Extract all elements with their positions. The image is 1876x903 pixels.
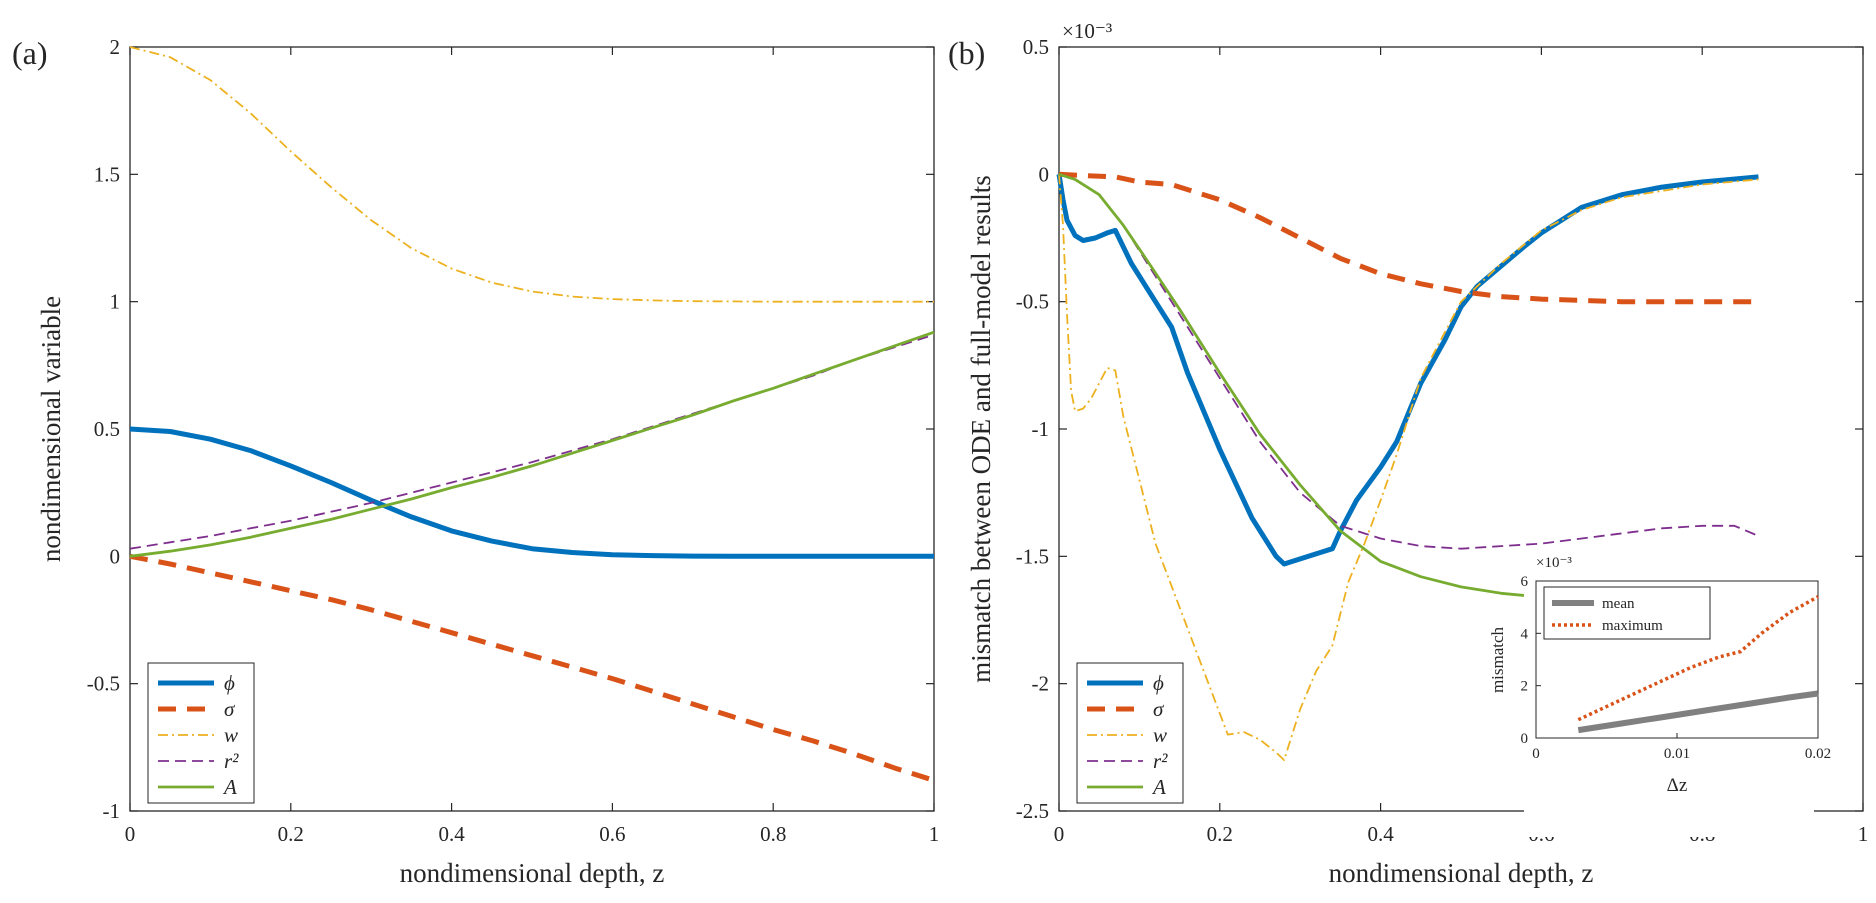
inset-xtick-label: 0.02	[1805, 746, 1831, 762]
panel-a-legend-label-r2: r²	[224, 749, 239, 773]
panel-a-ytick-label: -1	[103, 799, 121, 823]
panel-a-legend-label-a: A	[222, 775, 237, 799]
inset-ylabel: mismatch	[1488, 626, 1507, 693]
inset-legend-box	[1543, 586, 1711, 640]
panel-a-line-w	[129, 46, 934, 303]
panel-a-xtick-label: 0.2	[278, 822, 304, 846]
panel-b-line-a	[1058, 172, 1542, 599]
panel-a-label: (a)	[12, 35, 48, 71]
panel-b-line-sigma	[1058, 171, 1759, 305]
panel-a-legend-label-phi: ϕ	[224, 671, 235, 695]
panel-a-xticks: 0 0.2 0.4 0.6 0.8 1	[125, 47, 940, 846]
panel-b-ytick-label: -0.5	[1016, 290, 1049, 314]
panel-a-xtick-label: 0	[125, 822, 136, 846]
panel-b-ytick-label: -2	[1032, 672, 1050, 696]
panel-b-legend-label-sigma: σ	[1153, 697, 1165, 721]
panel-b-legend-label-w: w	[1153, 723, 1167, 747]
panel-b-ylabel: mismatch between ODE and full-model resu…	[966, 175, 996, 683]
panel-b-line-r2	[1058, 173, 1759, 550]
inset-legend-label-mean: mean	[1602, 596, 1635, 612]
panel-a-xtick-label: 1	[929, 822, 940, 846]
panel-b-ytick-label: 0.5	[1023, 35, 1049, 59]
panel-b-y-exponent: ×10⁻³	[1062, 19, 1112, 43]
panel-a-yticks: -1 -0.5 0 0.5 1 1.5 2	[87, 35, 934, 823]
panel-a-legend-box	[147, 662, 255, 804]
panel-a-xlabel: nondimensional depth, z	[400, 858, 665, 888]
inset-ytick-label: 2	[1521, 679, 1529, 695]
inset-line-maximum	[1577, 595, 1819, 722]
panel-a-xtick-label: 0.8	[760, 822, 786, 846]
panel-a-series	[129, 46, 935, 783]
panel-a-ytick-label: 0	[110, 544, 121, 568]
panel-b-ytick-label: -1.5	[1016, 544, 1049, 568]
panel-a-ytick-label: 1	[110, 290, 121, 314]
panel-b-legend-label-r2: r²	[1153, 749, 1168, 773]
inset-y-exponent: ×10⁻³	[1536, 555, 1572, 571]
panel-b-label: (b)	[948, 35, 985, 71]
panel-b: (b) ×10⁻³ 00.20.40.60.81 -2.5-2-1.5-1-0.…	[948, 19, 1868, 888]
inset-line-mean	[1577, 690, 1819, 734]
panel-b-line-w	[1058, 174, 1759, 761]
panel-a-line-sigma	[129, 553, 935, 783]
panel-b-line-phi	[1056, 173, 1759, 567]
panel-a-ytick-label: -0.5	[87, 672, 120, 696]
panel-b-xtick-label: 0.4	[1367, 822, 1394, 846]
inset-xtick-label: 0	[1532, 746, 1540, 762]
panel-b-ytick-label: -2.5	[1016, 799, 1049, 823]
panel-a-legend-label-sigma: σ	[224, 697, 236, 721]
inset-ytick-label: 4	[1521, 626, 1529, 642]
panel-b-xtick-label: 0.2	[1207, 822, 1233, 846]
inset-ytick-label: 0	[1521, 731, 1529, 747]
inset-yticks: 0 2 4 6	[1521, 574, 1541, 747]
panel-b-legend-label-a: A	[1151, 775, 1166, 799]
inset-xticks: 0 0.01 0.02	[1532, 733, 1831, 762]
panel-a-ylabel: nondimensional variable	[36, 296, 66, 562]
panel-b-series	[1056, 171, 1759, 761]
panel-b-ytick-label: -1	[1032, 417, 1050, 441]
inset-ytick-label: 6	[1521, 574, 1529, 590]
panel-a-xtick-label: 0.6	[599, 822, 625, 846]
panel-b-xtick-label: 1	[1858, 822, 1869, 846]
inset-chart: ×10⁻³ 0 0.01 0.02 0 2 4 6 Δz mismatch mean max…	[1488, 555, 1831, 837]
panel-a-ytick-label: 2	[110, 35, 121, 59]
panel-a-legend-label-w: w	[224, 723, 238, 747]
panel-a-line-a	[129, 330, 935, 558]
panel-a-line-phi	[129, 426, 934, 559]
inset-series	[1577, 595, 1819, 734]
inset-legend: mean maximum	[1543, 586, 1711, 640]
inset-xlabel: Δz	[1667, 775, 1688, 796]
panel-a-ytick-label: 1.5	[94, 162, 120, 186]
panel-b-xtick-label: 0	[1054, 822, 1065, 846]
panel-b-legend-box	[1076, 662, 1184, 804]
inset-xtick-label: 0.01	[1664, 746, 1690, 762]
panel-a: (a) 0 0.2 0.4 0.6 0.8 1 -1 -0.5 0 0.5 1 1.5 2 nondi…	[12, 35, 939, 888]
panel-a-ytick-label: 0.5	[94, 417, 120, 441]
panel-b-yticks: -2.5 -2 -1.5 -1 -0.5 0 0.5	[1016, 35, 1863, 823]
panel-a-xtick-label: 0.4	[438, 822, 465, 846]
panel-a-line-r2	[129, 333, 935, 550]
panel-b-xlabel: nondimensional depth, z	[1329, 858, 1594, 888]
panel-b-legend-label-phi: ϕ	[1153, 671, 1164, 695]
panel-b-ytick-label: 0	[1039, 162, 1050, 186]
inset-legend-label-maximum: maximum	[1602, 618, 1663, 634]
